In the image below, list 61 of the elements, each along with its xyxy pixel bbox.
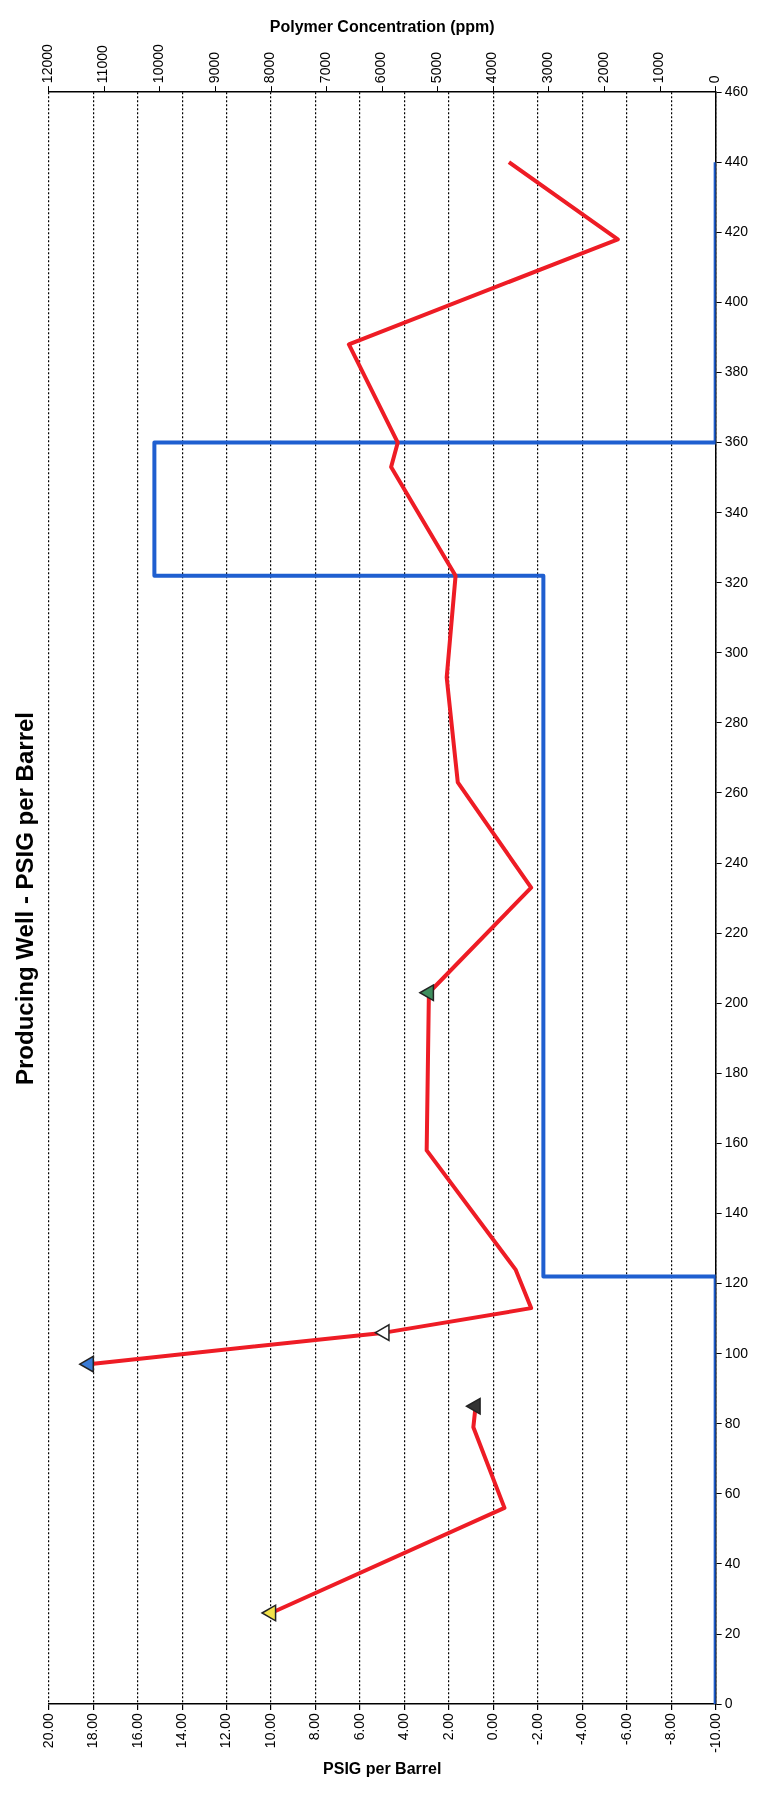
x-tick-label: -10.00 xyxy=(706,1712,723,1753)
x2-tick-label: 4000 xyxy=(483,51,500,84)
x2-tick-label: 1000 xyxy=(650,51,667,84)
x-tick-label: 4.00 xyxy=(395,1712,412,1741)
x2-tick-label: 2000 xyxy=(594,51,611,84)
y-tick-label: 360 xyxy=(724,433,749,450)
y-tick-label: 60 xyxy=(724,1484,741,1501)
x2-tick-label: 6000 xyxy=(372,51,389,84)
y-tick-label: 160 xyxy=(724,1134,749,1151)
x-tick-label: 6.00 xyxy=(350,1712,367,1741)
y-tick-label: 460 xyxy=(724,82,749,99)
y-tick-label: 0 xyxy=(724,1694,733,1711)
y-tick-label: 440 xyxy=(724,153,749,170)
y-tick-label: 300 xyxy=(724,643,749,660)
x-tick-label: -6.00 xyxy=(617,1712,634,1746)
y-tick-label: 280 xyxy=(724,713,749,730)
point xyxy=(465,1397,481,1415)
x2-tick-label: 9000 xyxy=(205,51,222,84)
x2-tick-label: 11000 xyxy=(94,45,111,84)
x-tick-label: 0.00 xyxy=(484,1712,501,1741)
y-tick-label: 120 xyxy=(724,1274,749,1291)
point xyxy=(261,1604,277,1622)
y-tick-label: 400 xyxy=(724,293,749,310)
x2-tick-label: 5000 xyxy=(427,51,444,84)
x2-tick-label: 3000 xyxy=(538,51,555,84)
x-tick-label: 16.00 xyxy=(128,1712,145,1749)
x2-tick-label: 7000 xyxy=(316,51,333,84)
point xyxy=(419,984,435,1002)
x-tick-label: 2.00 xyxy=(439,1712,456,1741)
y-tick-label: 260 xyxy=(724,783,749,800)
text: Producing Well - PSIG per Barrel xyxy=(11,712,39,1085)
x-tick-label: 18.00 xyxy=(84,1712,101,1749)
y-tick-label: 420 xyxy=(724,223,749,240)
x2-tick-label: 8000 xyxy=(261,51,278,84)
y-tick-label: 220 xyxy=(724,924,749,941)
x2-tick-label: 0 xyxy=(705,75,722,84)
x-tick-label: -2.00 xyxy=(528,1712,545,1746)
y-tick-label: 240 xyxy=(724,853,749,870)
point xyxy=(79,1355,95,1373)
x-tick-label: 10.00 xyxy=(261,1712,278,1749)
y-tick-label: 140 xyxy=(724,1204,749,1221)
x2-tick-label: 12000 xyxy=(38,43,55,84)
y-tick-label: 80 xyxy=(724,1414,741,1431)
x2-axis-title: Polymer Concentration (ppm) xyxy=(269,18,495,36)
point xyxy=(374,1324,390,1342)
y-tick-label: 40 xyxy=(724,1554,741,1571)
x-tick-label: 8.00 xyxy=(306,1712,323,1741)
y-tick-label: 200 xyxy=(724,994,749,1011)
y-tick-label: 340 xyxy=(724,503,749,520)
y-tick-label: 100 xyxy=(724,1344,749,1361)
x-tick-label: -4.00 xyxy=(573,1712,590,1746)
y-tick-label: 180 xyxy=(724,1064,749,1081)
y-tick-label: 20 xyxy=(724,1624,741,1641)
x-tick-label: -8.00 xyxy=(662,1712,679,1746)
x-axis-title: PSIG per Barrel xyxy=(323,1759,442,1777)
x-tick-label: 12.00 xyxy=(217,1712,234,1749)
x-tick-label: 14.00 xyxy=(173,1712,190,1749)
x2-tick-label: 10000 xyxy=(150,43,166,84)
y-tick-label: 380 xyxy=(724,363,749,380)
y-tick-label: 320 xyxy=(724,573,749,590)
x-tick-label: 20.00 xyxy=(39,1712,56,1749)
